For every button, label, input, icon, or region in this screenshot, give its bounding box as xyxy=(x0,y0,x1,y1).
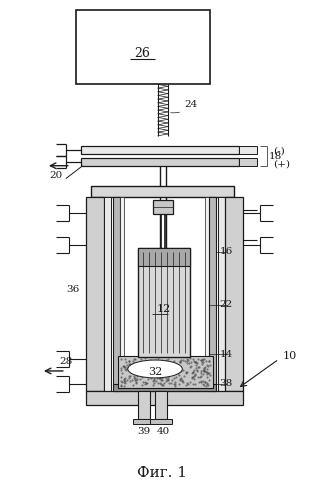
Bar xyxy=(209,198,215,391)
Text: 38: 38 xyxy=(219,379,233,388)
Text: 39: 39 xyxy=(137,427,151,436)
Bar xyxy=(86,198,103,391)
Bar xyxy=(155,391,167,419)
Text: Фиг. 1: Фиг. 1 xyxy=(137,466,187,480)
Bar xyxy=(239,158,257,166)
Text: 12: 12 xyxy=(157,304,171,314)
Text: 10: 10 xyxy=(283,351,297,361)
Bar xyxy=(217,198,226,391)
Bar xyxy=(91,186,234,198)
Bar xyxy=(86,391,243,405)
Bar xyxy=(113,384,215,391)
Bar xyxy=(113,198,120,391)
Bar xyxy=(81,158,239,166)
Bar xyxy=(133,419,155,425)
Text: 22: 22 xyxy=(219,300,233,309)
Text: 14: 14 xyxy=(219,350,233,359)
Text: 18: 18 xyxy=(269,152,282,161)
Text: 36: 36 xyxy=(66,285,79,294)
Text: 20: 20 xyxy=(49,171,63,180)
Ellipse shape xyxy=(128,360,182,378)
Text: 24: 24 xyxy=(171,100,198,113)
Bar xyxy=(81,146,239,154)
Text: 26: 26 xyxy=(134,47,150,60)
Bar xyxy=(76,10,210,84)
Bar xyxy=(138,248,190,266)
Bar xyxy=(118,356,213,388)
Text: 28: 28 xyxy=(60,356,73,366)
Bar xyxy=(103,198,111,391)
Bar xyxy=(138,391,150,419)
Bar xyxy=(226,198,243,391)
Bar xyxy=(150,419,172,425)
Text: 16: 16 xyxy=(219,248,233,256)
Text: (-): (-) xyxy=(273,146,285,155)
Bar xyxy=(205,198,209,391)
Text: (+): (+) xyxy=(273,159,290,168)
Bar xyxy=(153,201,173,214)
Bar xyxy=(138,248,190,357)
Bar xyxy=(120,198,124,391)
Text: 32: 32 xyxy=(148,367,162,377)
Bar xyxy=(239,146,257,154)
Text: 40: 40 xyxy=(156,427,170,436)
